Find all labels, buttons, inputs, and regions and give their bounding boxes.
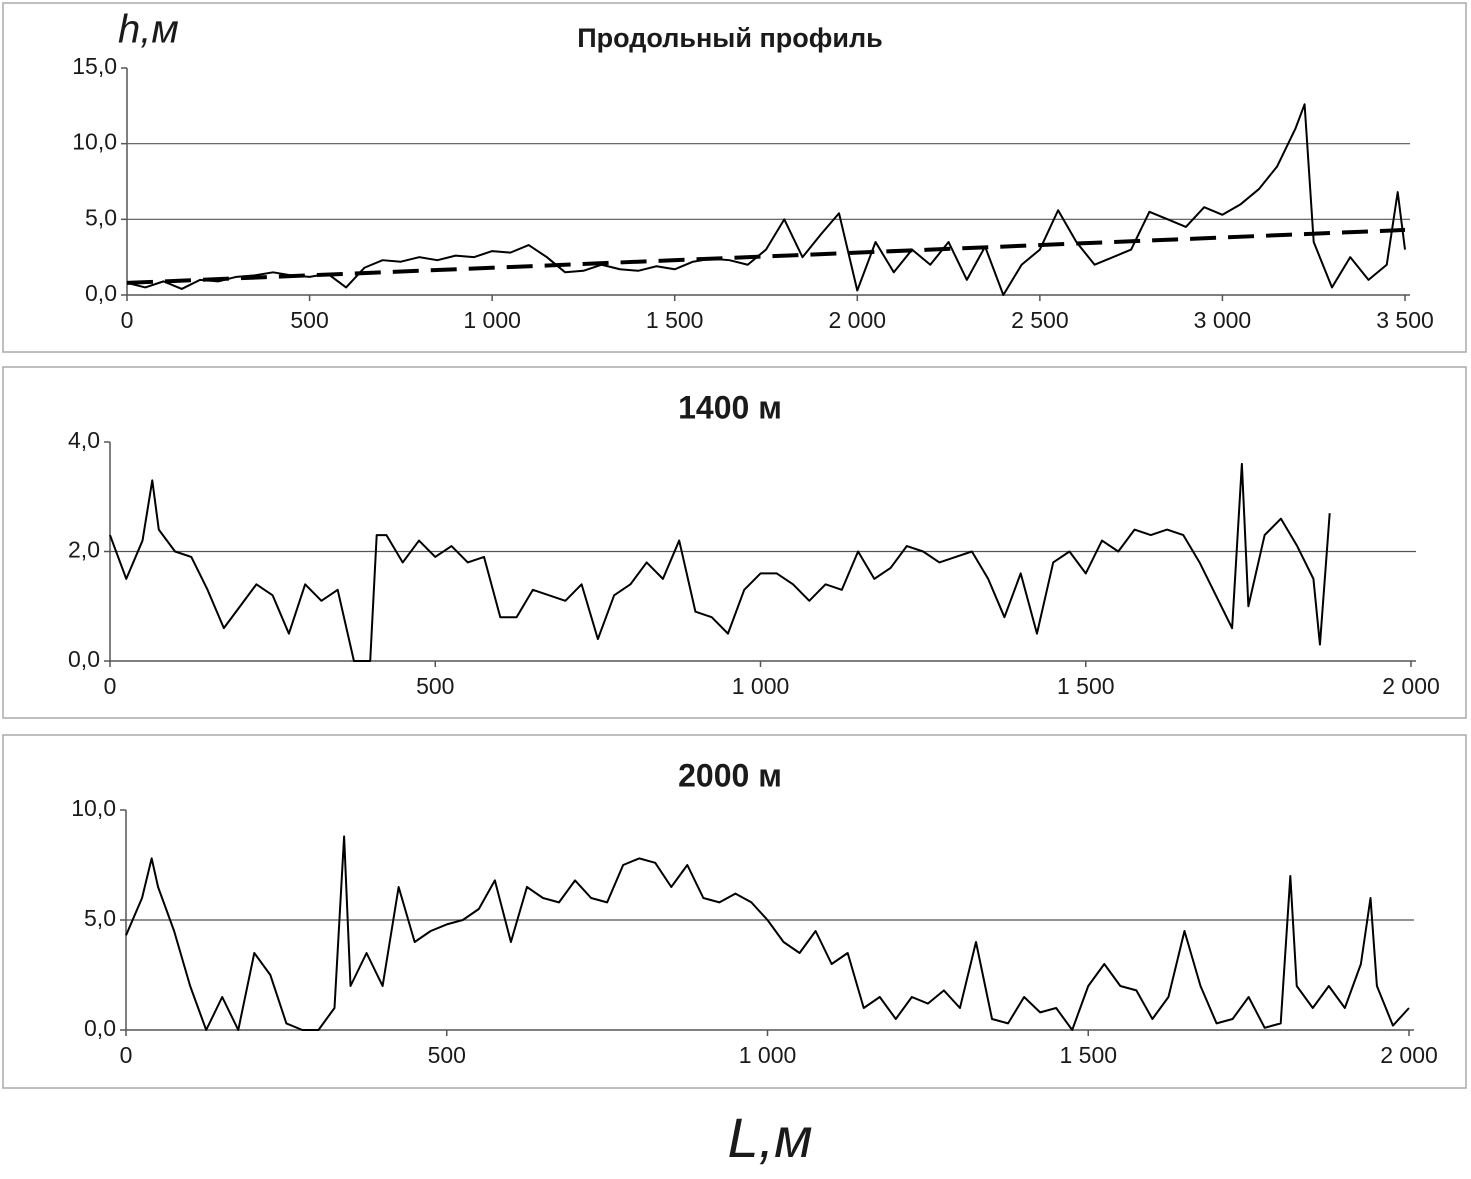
x-tick-label: 1 500: [1059, 1042, 1117, 1068]
x-tick-label: 0: [121, 307, 134, 333]
panel-frame: [2, 366, 1467, 719]
x-tick-label: 0: [104, 673, 117, 699]
y-tick-label: 0,0: [84, 1015, 116, 1041]
x-tick-label: 2 500: [1011, 307, 1069, 333]
x-tick-label: 0: [120, 1042, 133, 1068]
profile-line: [126, 103, 1406, 296]
y-tick-label: 5,0: [84, 905, 116, 931]
x-tick-label: 2 000: [829, 307, 887, 333]
x-tick-label: 1 500: [1057, 673, 1115, 699]
panel-frame: [2, 734, 1467, 1089]
y-tick-label: 15,0: [72, 53, 117, 79]
y-tick-label: 0,0: [85, 280, 117, 306]
profile-line: [109, 462, 1331, 662]
trend-line: [126, 227, 1406, 285]
y-tick-label: 10,0: [72, 129, 117, 155]
x-tick-label: 1 000: [463, 307, 521, 333]
x-tick-label: 3 500: [1376, 307, 1434, 333]
x-tick-label: 500: [416, 673, 454, 699]
x-tick-label: 3 000: [1194, 307, 1252, 333]
y-axis-label: h,м: [118, 8, 179, 52]
x-tick-label: 500: [290, 307, 328, 333]
chart-title: Продольный профиль: [577, 23, 882, 53]
x-tick-label: 1 000: [739, 1042, 797, 1068]
x-tick-label: 2 000: [1382, 673, 1440, 699]
x-tick-label: 500: [428, 1042, 466, 1068]
chart-title: 2000 м: [678, 757, 782, 793]
chart-title: 1400 м: [678, 389, 782, 425]
y-tick-label: 10,0: [71, 795, 116, 821]
y-tick-label: 4,0: [68, 427, 100, 453]
y-tick-label: 5,0: [85, 204, 117, 230]
panel-frame: [2, 2, 1467, 353]
profile-line: [125, 835, 1410, 1031]
x-axis-label: L,м: [727, 1106, 812, 1169]
x-tick-label: 1 000: [732, 673, 790, 699]
x-tick-label: 1 500: [646, 307, 704, 333]
y-tick-label: 0,0: [68, 646, 100, 672]
x-tick-label: 2 000: [1380, 1042, 1438, 1068]
y-tick-label: 2,0: [68, 537, 100, 563]
